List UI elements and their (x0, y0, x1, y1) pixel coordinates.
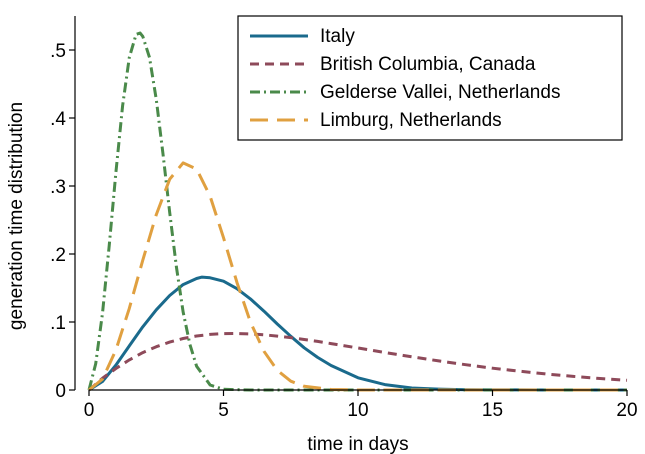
series-line-limburg-netherlands (88, 161, 627, 392)
x-tick-label: 5 (218, 400, 229, 421)
x-tick-label: 0 (84, 400, 95, 421)
x-tick-label: 10 (347, 400, 368, 421)
legend-label-limburg-netherlands: Limburg, Netherlands (320, 110, 502, 131)
y-tick-label: .2 (50, 245, 66, 266)
legend-label-british-columbia-canada: British Columbia, Canada (320, 54, 536, 75)
series-line-italy (88, 275, 627, 392)
series-line-british-columbia-canada (88, 332, 628, 392)
x-axis-title: time in days (307, 434, 408, 454)
legend-label-gelderse-vallei-netherlands: Gelderse Vallei, Netherlands (320, 82, 560, 103)
y-tick-label: .5 (50, 41, 66, 62)
axes: 0 5 10 15 20 0 .1 .2 .3 .4 .5 (50, 16, 638, 421)
legend-label-italy: Italy (320, 26, 355, 47)
y-tick-label: .4 (50, 109, 66, 130)
y-tick-label: 0 (55, 381, 66, 402)
legend: Italy British Columbia, Canada Gelderse Va… (237, 15, 623, 141)
x-tick-label: 15 (482, 400, 503, 421)
y-tick-label: .3 (50, 177, 66, 198)
y-tick-label: .1 (50, 313, 66, 334)
y-axis-title: generation time distribution (6, 102, 27, 330)
x-tick-label: 20 (616, 400, 637, 421)
